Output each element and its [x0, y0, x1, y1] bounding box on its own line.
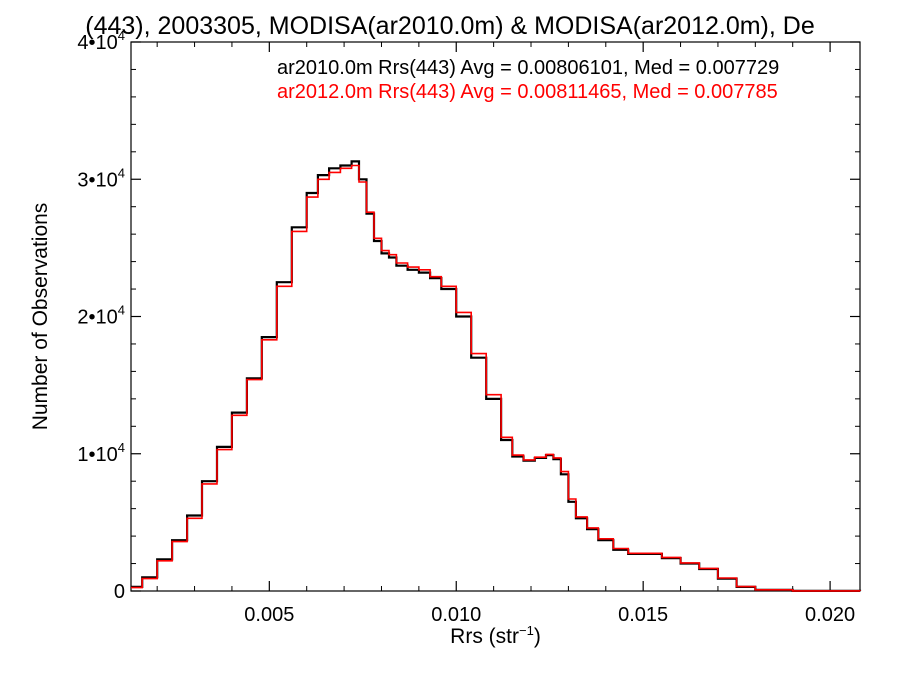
y-tick-label-2: 2•104 [77, 303, 125, 329]
legend: ar2010.0m Rrs(443) Avg = 0.00806101, Med… [277, 57, 779, 103]
x-axis-label-text: Rrs (str [450, 625, 519, 648]
chart-title: (443), 2003305, MODISA(ar2010.0m) & MODI… [85, 12, 814, 40]
x-tick-label-2: 0.015 [618, 604, 668, 626]
x-tick-label-1: 0.010 [431, 604, 481, 626]
x-tick-label-3: 0.020 [805, 604, 855, 626]
y-tick-label-1: 1•104 [77, 440, 125, 466]
x-tick-label-0: 0.005 [244, 604, 294, 626]
y-tick-label-4: 4•104 [77, 28, 125, 54]
series-group [131, 160, 862, 592]
y-tick-label-0: 0 [114, 581, 125, 603]
plot-frame [130, 41, 861, 592]
y-axis-ticks: 0 1•104 2•104 3•104 4•104 [77, 28, 860, 603]
x-axis-label: Rrs (str−1) [450, 623, 541, 648]
legend-entry-1: ar2012.0m Rrs(443) Avg = 0.00811465, Med… [277, 81, 778, 103]
x-axis-ticks: 0.005 0.010 0.015 0.020 [156, 42, 855, 626]
x-axis-label-close: ) [534, 625, 541, 648]
y-axis-label: Number of Observations [29, 203, 52, 431]
series-line-0 [131, 160, 862, 592]
series-line-1 [131, 164, 861, 592]
legend-entry-0: ar2010.0m Rrs(443) Avg = 0.00806101, Med… [277, 57, 779, 79]
y-tick-label-3: 3•104 [77, 165, 125, 191]
x-axis-label-superscript: −1 [519, 623, 534, 638]
